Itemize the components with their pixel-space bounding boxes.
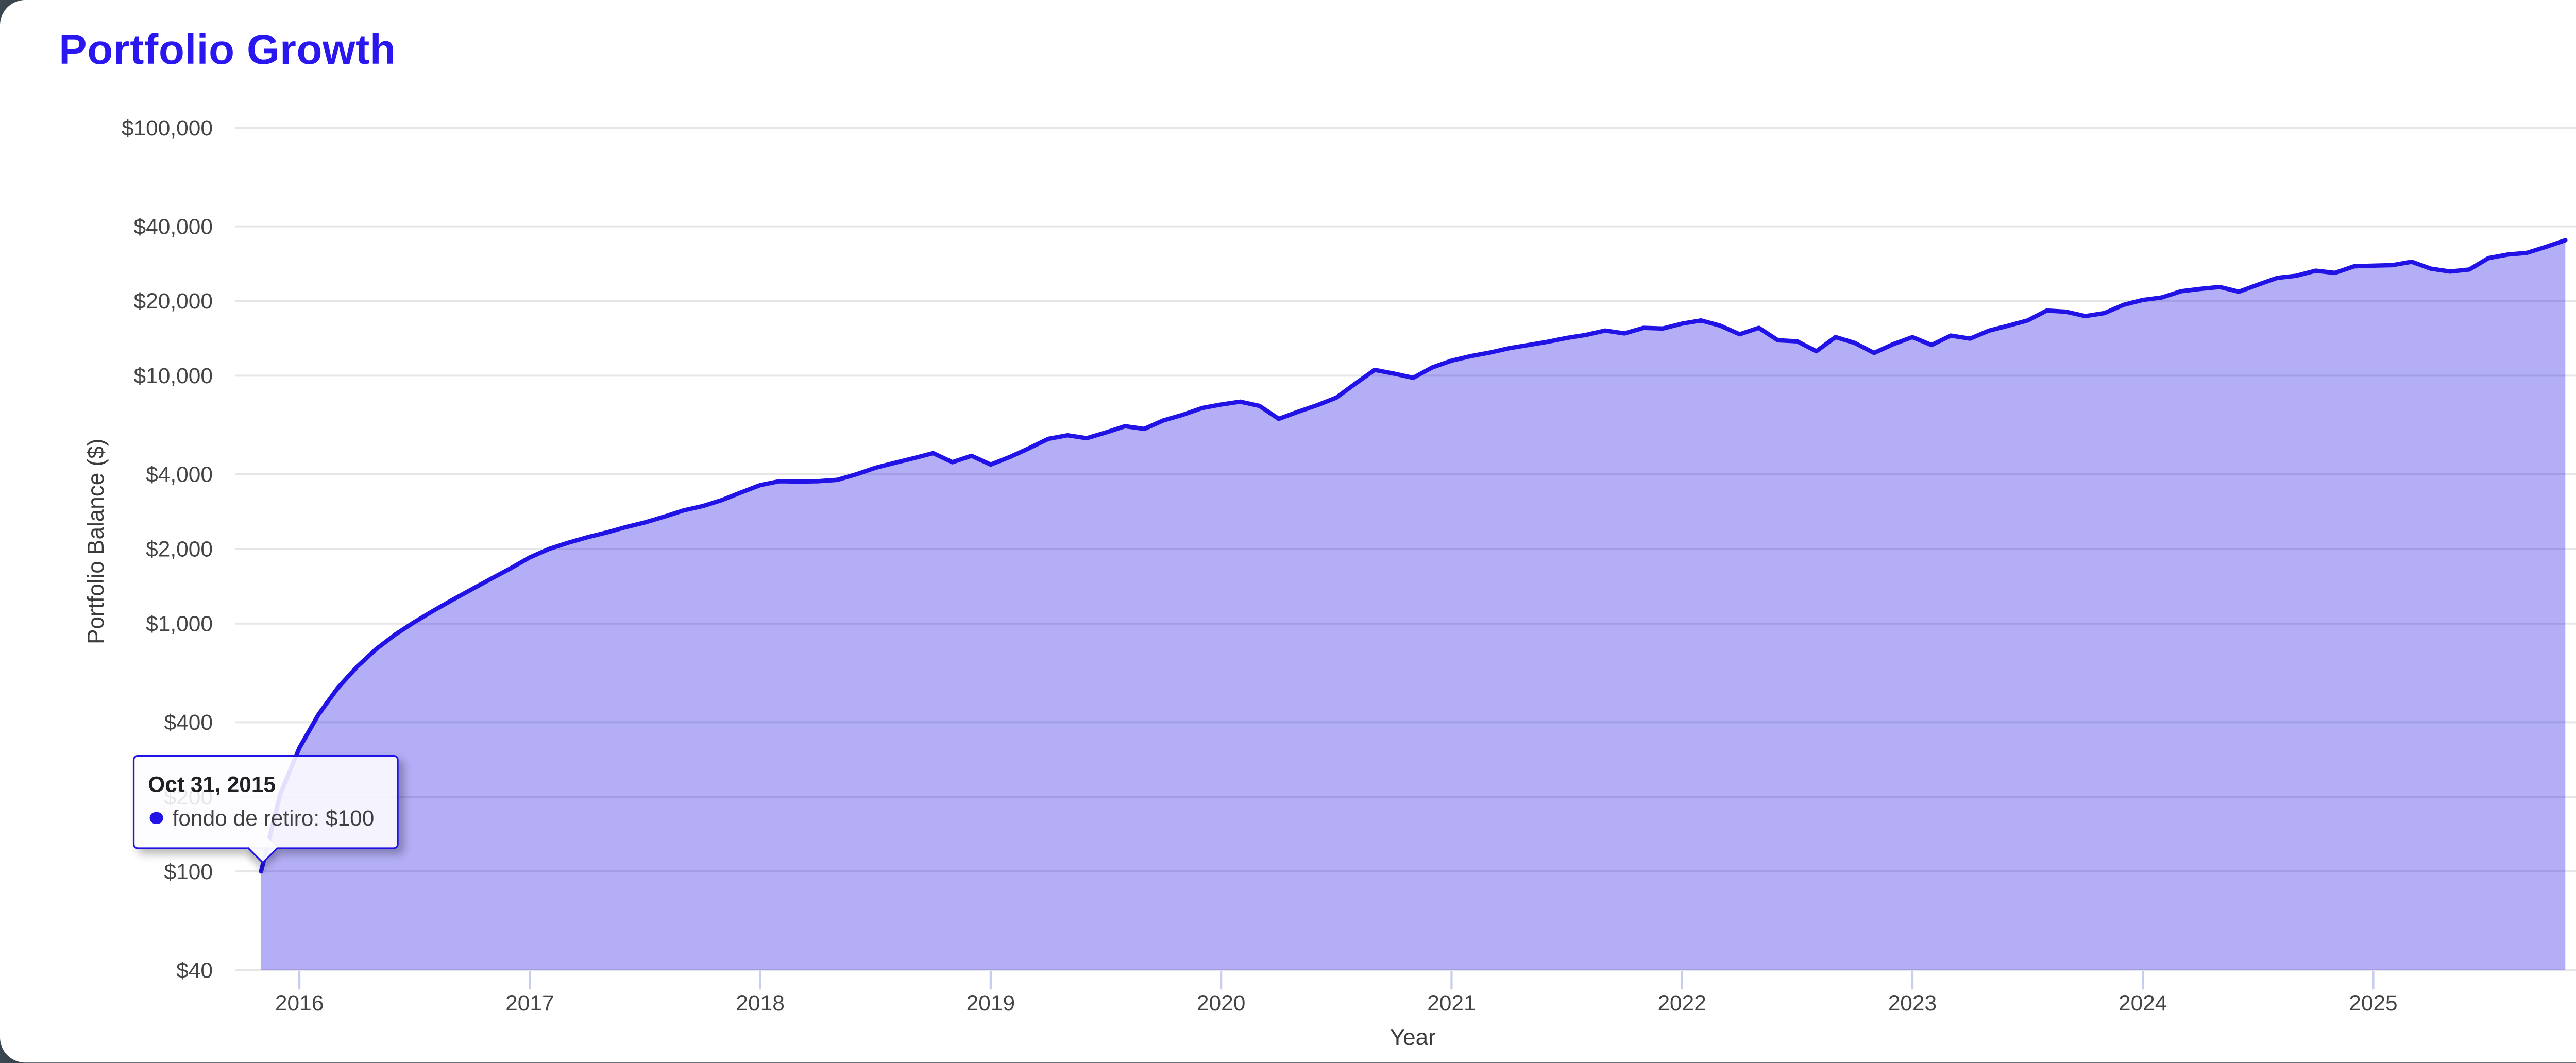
tooltip: Oct 31, 2015 fondo de retiro: $100 [132, 754, 399, 863]
x-tick-label: 2024 [2119, 991, 2167, 1015]
series-area[interactable] [261, 240, 2566, 970]
tooltip-series-value: fondo de retiro: $100 [172, 804, 375, 830]
tooltip-series-row: fondo de retiro: $100 [148, 804, 380, 831]
y-tick-label: $4,000 [146, 462, 213, 487]
y-tick-label: $100,000 [122, 116, 213, 140]
y-tick-label: $10,000 [134, 364, 213, 388]
y-tick-label: $1,000 [146, 611, 213, 636]
x-tick-label: 2019 [967, 991, 1015, 1015]
y-tick-label: $400 [164, 710, 213, 734]
series-color-dot [149, 812, 163, 825]
x-tick-label: 2023 [1888, 991, 1937, 1015]
x-tick-label: 2022 [1657, 991, 1706, 1015]
y-tick-label: $40,000 [134, 214, 213, 238]
y-axis-title: Portfolio Balance ($) [83, 438, 109, 644]
x-tick-label: 2018 [736, 991, 784, 1015]
tooltip-date: Oct 31, 2015 [148, 770, 276, 796]
y-tick-label: $2,000 [146, 537, 213, 561]
x-tick-label: 2017 [505, 991, 554, 1015]
chart-title: Portfolio Growth [59, 27, 396, 74]
x-tick-label: 2025 [2349, 991, 2397, 1015]
y-tick-label: $40 [176, 958, 213, 982]
x-axis-title: Year [1389, 1024, 1436, 1050]
x-tick-label: 2021 [1427, 991, 1476, 1015]
x-tick-label: 2016 [275, 991, 324, 1015]
y-tick-label: $100 [164, 860, 213, 884]
series-line[interactable] [259, 238, 2568, 874]
y-tick-label: $20,000 [134, 289, 213, 313]
x-tick-label: 2020 [1197, 991, 1245, 1015]
